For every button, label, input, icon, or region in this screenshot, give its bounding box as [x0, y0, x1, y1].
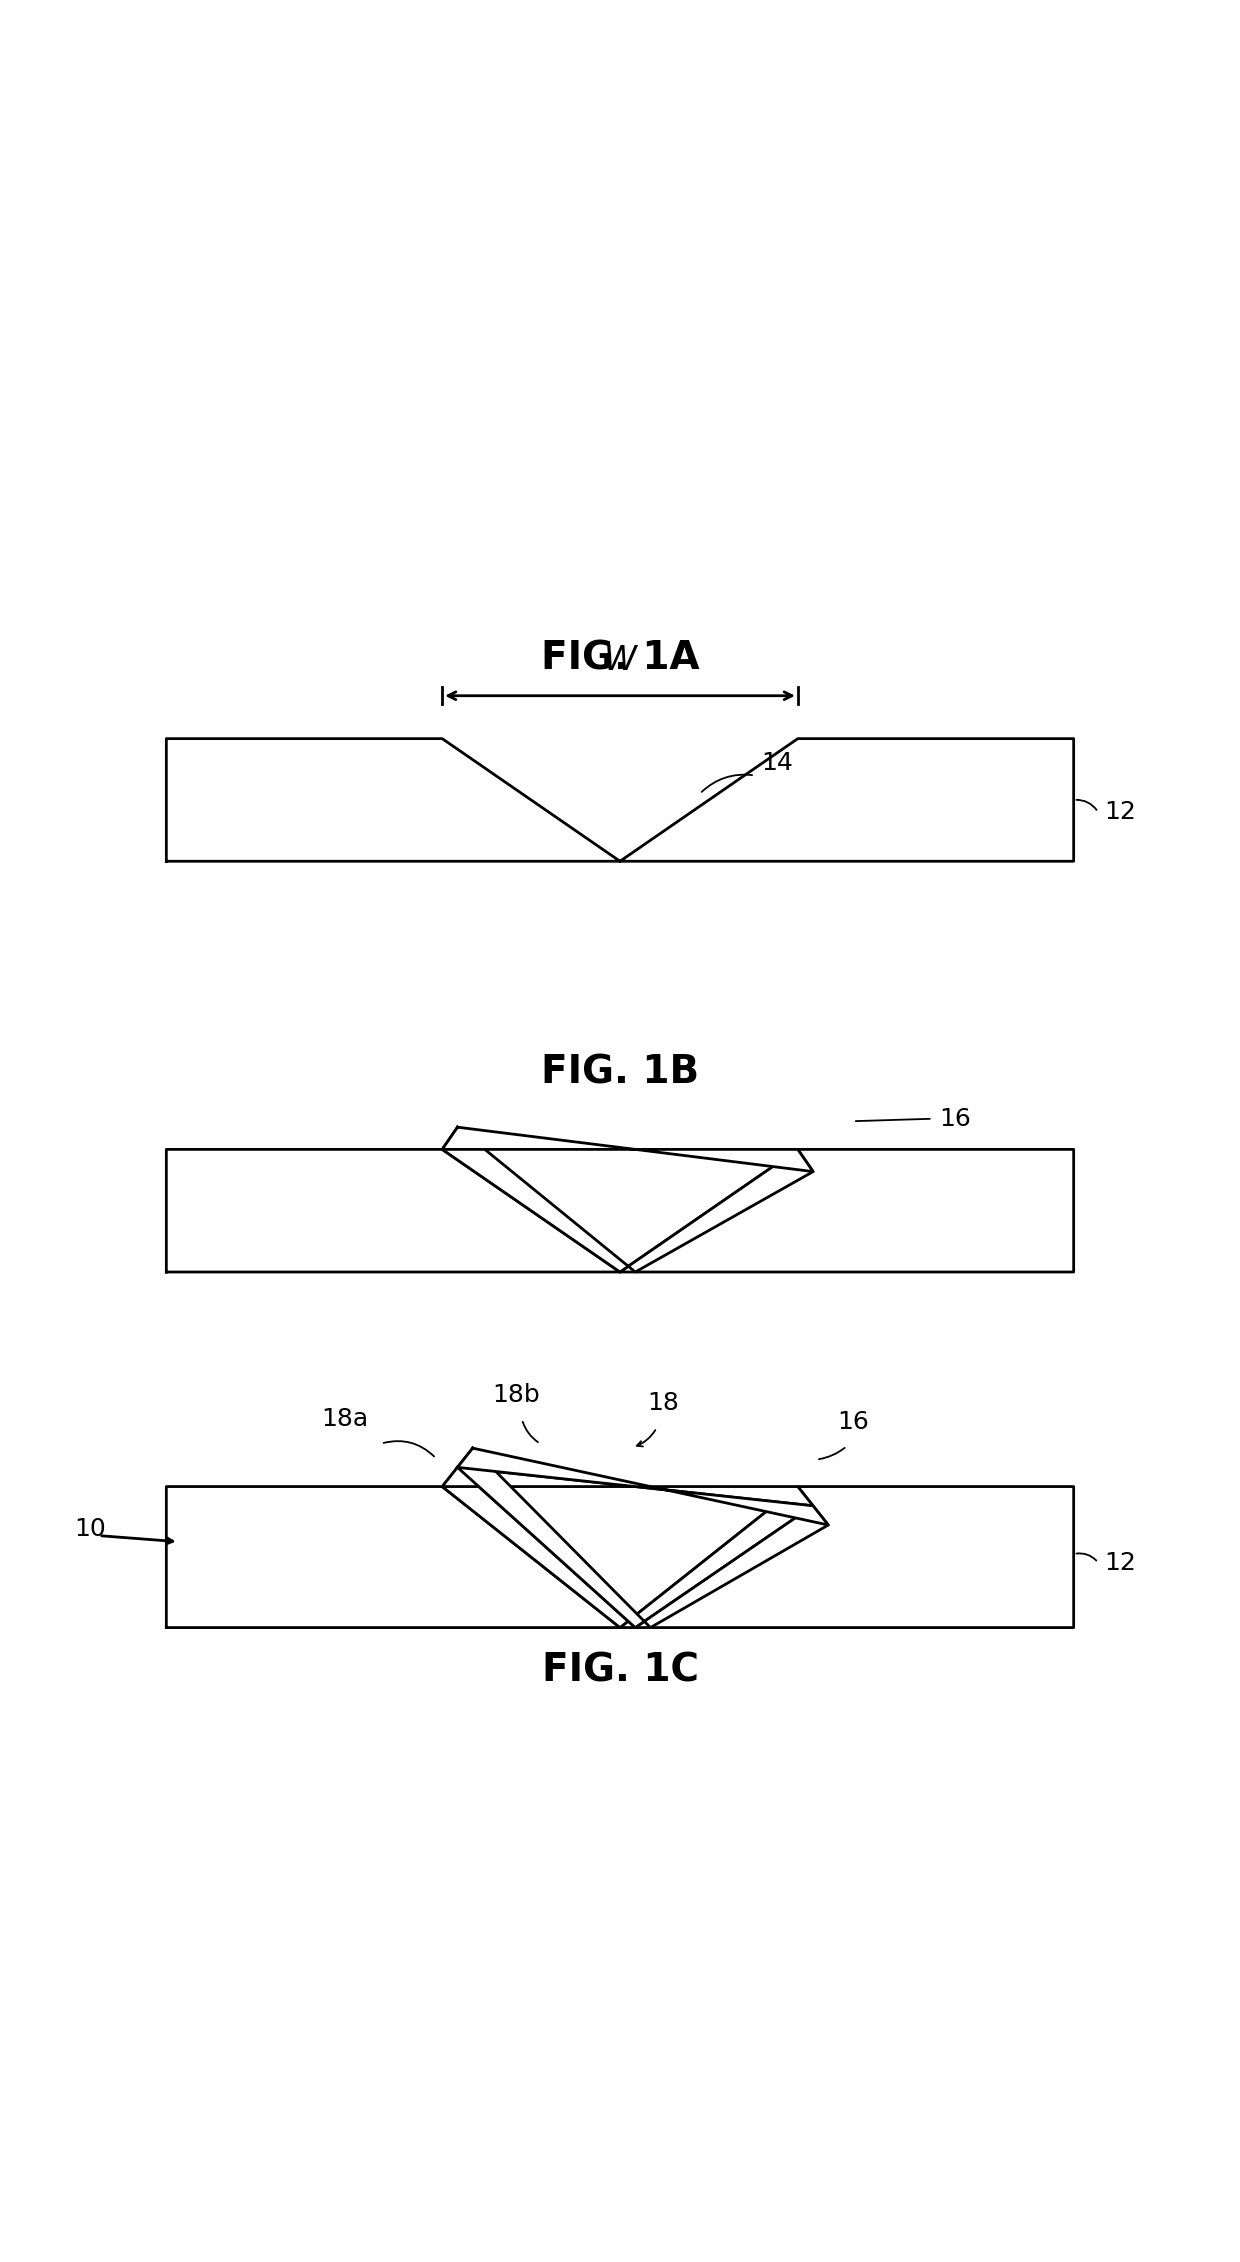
Polygon shape — [443, 1126, 813, 1271]
Polygon shape — [443, 1468, 813, 1506]
Polygon shape — [166, 1149, 1074, 1271]
Polygon shape — [443, 1126, 813, 1172]
Polygon shape — [166, 1486, 1074, 1629]
Text: FIG. 1A: FIG. 1A — [541, 640, 699, 679]
Text: 16: 16 — [837, 1409, 869, 1434]
Polygon shape — [443, 1468, 813, 1629]
Text: FIG. 1C: FIG. 1C — [542, 1651, 698, 1690]
Text: 12: 12 — [1105, 1549, 1136, 1574]
Text: 10: 10 — [74, 1518, 107, 1540]
Text: 16: 16 — [939, 1106, 971, 1131]
Text: W: W — [604, 645, 636, 676]
Text: 14: 14 — [761, 751, 792, 776]
Polygon shape — [166, 740, 1074, 862]
Text: 18a: 18a — [321, 1407, 368, 1432]
Text: 18: 18 — [647, 1391, 678, 1416]
Text: 12: 12 — [1105, 801, 1136, 823]
Polygon shape — [458, 1448, 828, 1629]
Text: FIG. 1B: FIG. 1B — [541, 1054, 699, 1090]
Polygon shape — [458, 1448, 828, 1525]
Text: 18b: 18b — [492, 1382, 539, 1407]
